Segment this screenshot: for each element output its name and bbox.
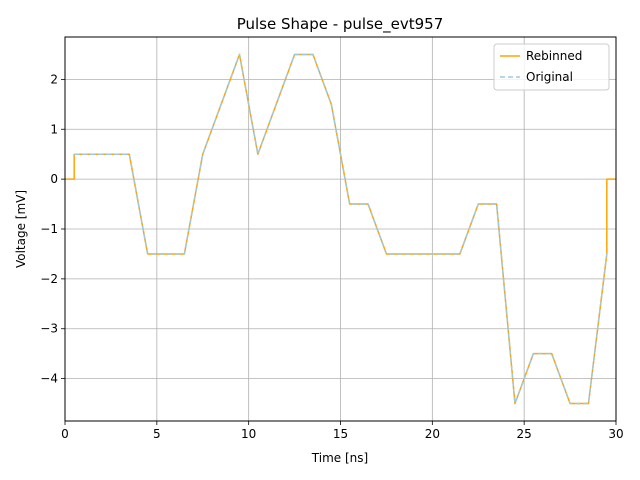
legend: Rebinned Original [493, 43, 610, 91]
legend-label-rebinned: Rebinned [526, 49, 582, 63]
x-tick-label: 30 [608, 427, 623, 441]
y-tick-label: 2 [50, 72, 58, 86]
grid-lines [64, 37, 617, 421]
x-tick-label: 5 [153, 427, 161, 441]
legend-label-original: Original [526, 70, 573, 84]
x-tick-label: 25 [517, 427, 532, 441]
series-lines [65, 53, 616, 405]
y-tick-label: −4 [40, 372, 58, 386]
chart-title: Pulse Shape - pulse_evt957 [237, 15, 444, 34]
x-tick-label: 20 [425, 427, 440, 441]
y-tick-label: 1 [50, 122, 58, 136]
legend-box [493, 43, 610, 91]
x-tick-label: 0 [61, 427, 69, 441]
y-tick-label: −1 [40, 222, 58, 236]
x-axis-ticks: 0 5 10 15 20 25 30 [61, 421, 624, 441]
x-tick-label: 15 [333, 427, 348, 441]
series-line-original [74, 53, 608, 405]
y-axis-label: Voltage [mV] [14, 190, 28, 268]
x-tick-label: 10 [241, 427, 256, 441]
y-axis-ticks: −4 −3 −2 −1 0 1 2 [40, 72, 65, 386]
y-tick-label: −2 [40, 272, 58, 286]
x-axis-label: Time [ns] [311, 451, 368, 465]
y-tick-label: −3 [40, 322, 58, 336]
y-tick-label: 0 [50, 172, 58, 186]
